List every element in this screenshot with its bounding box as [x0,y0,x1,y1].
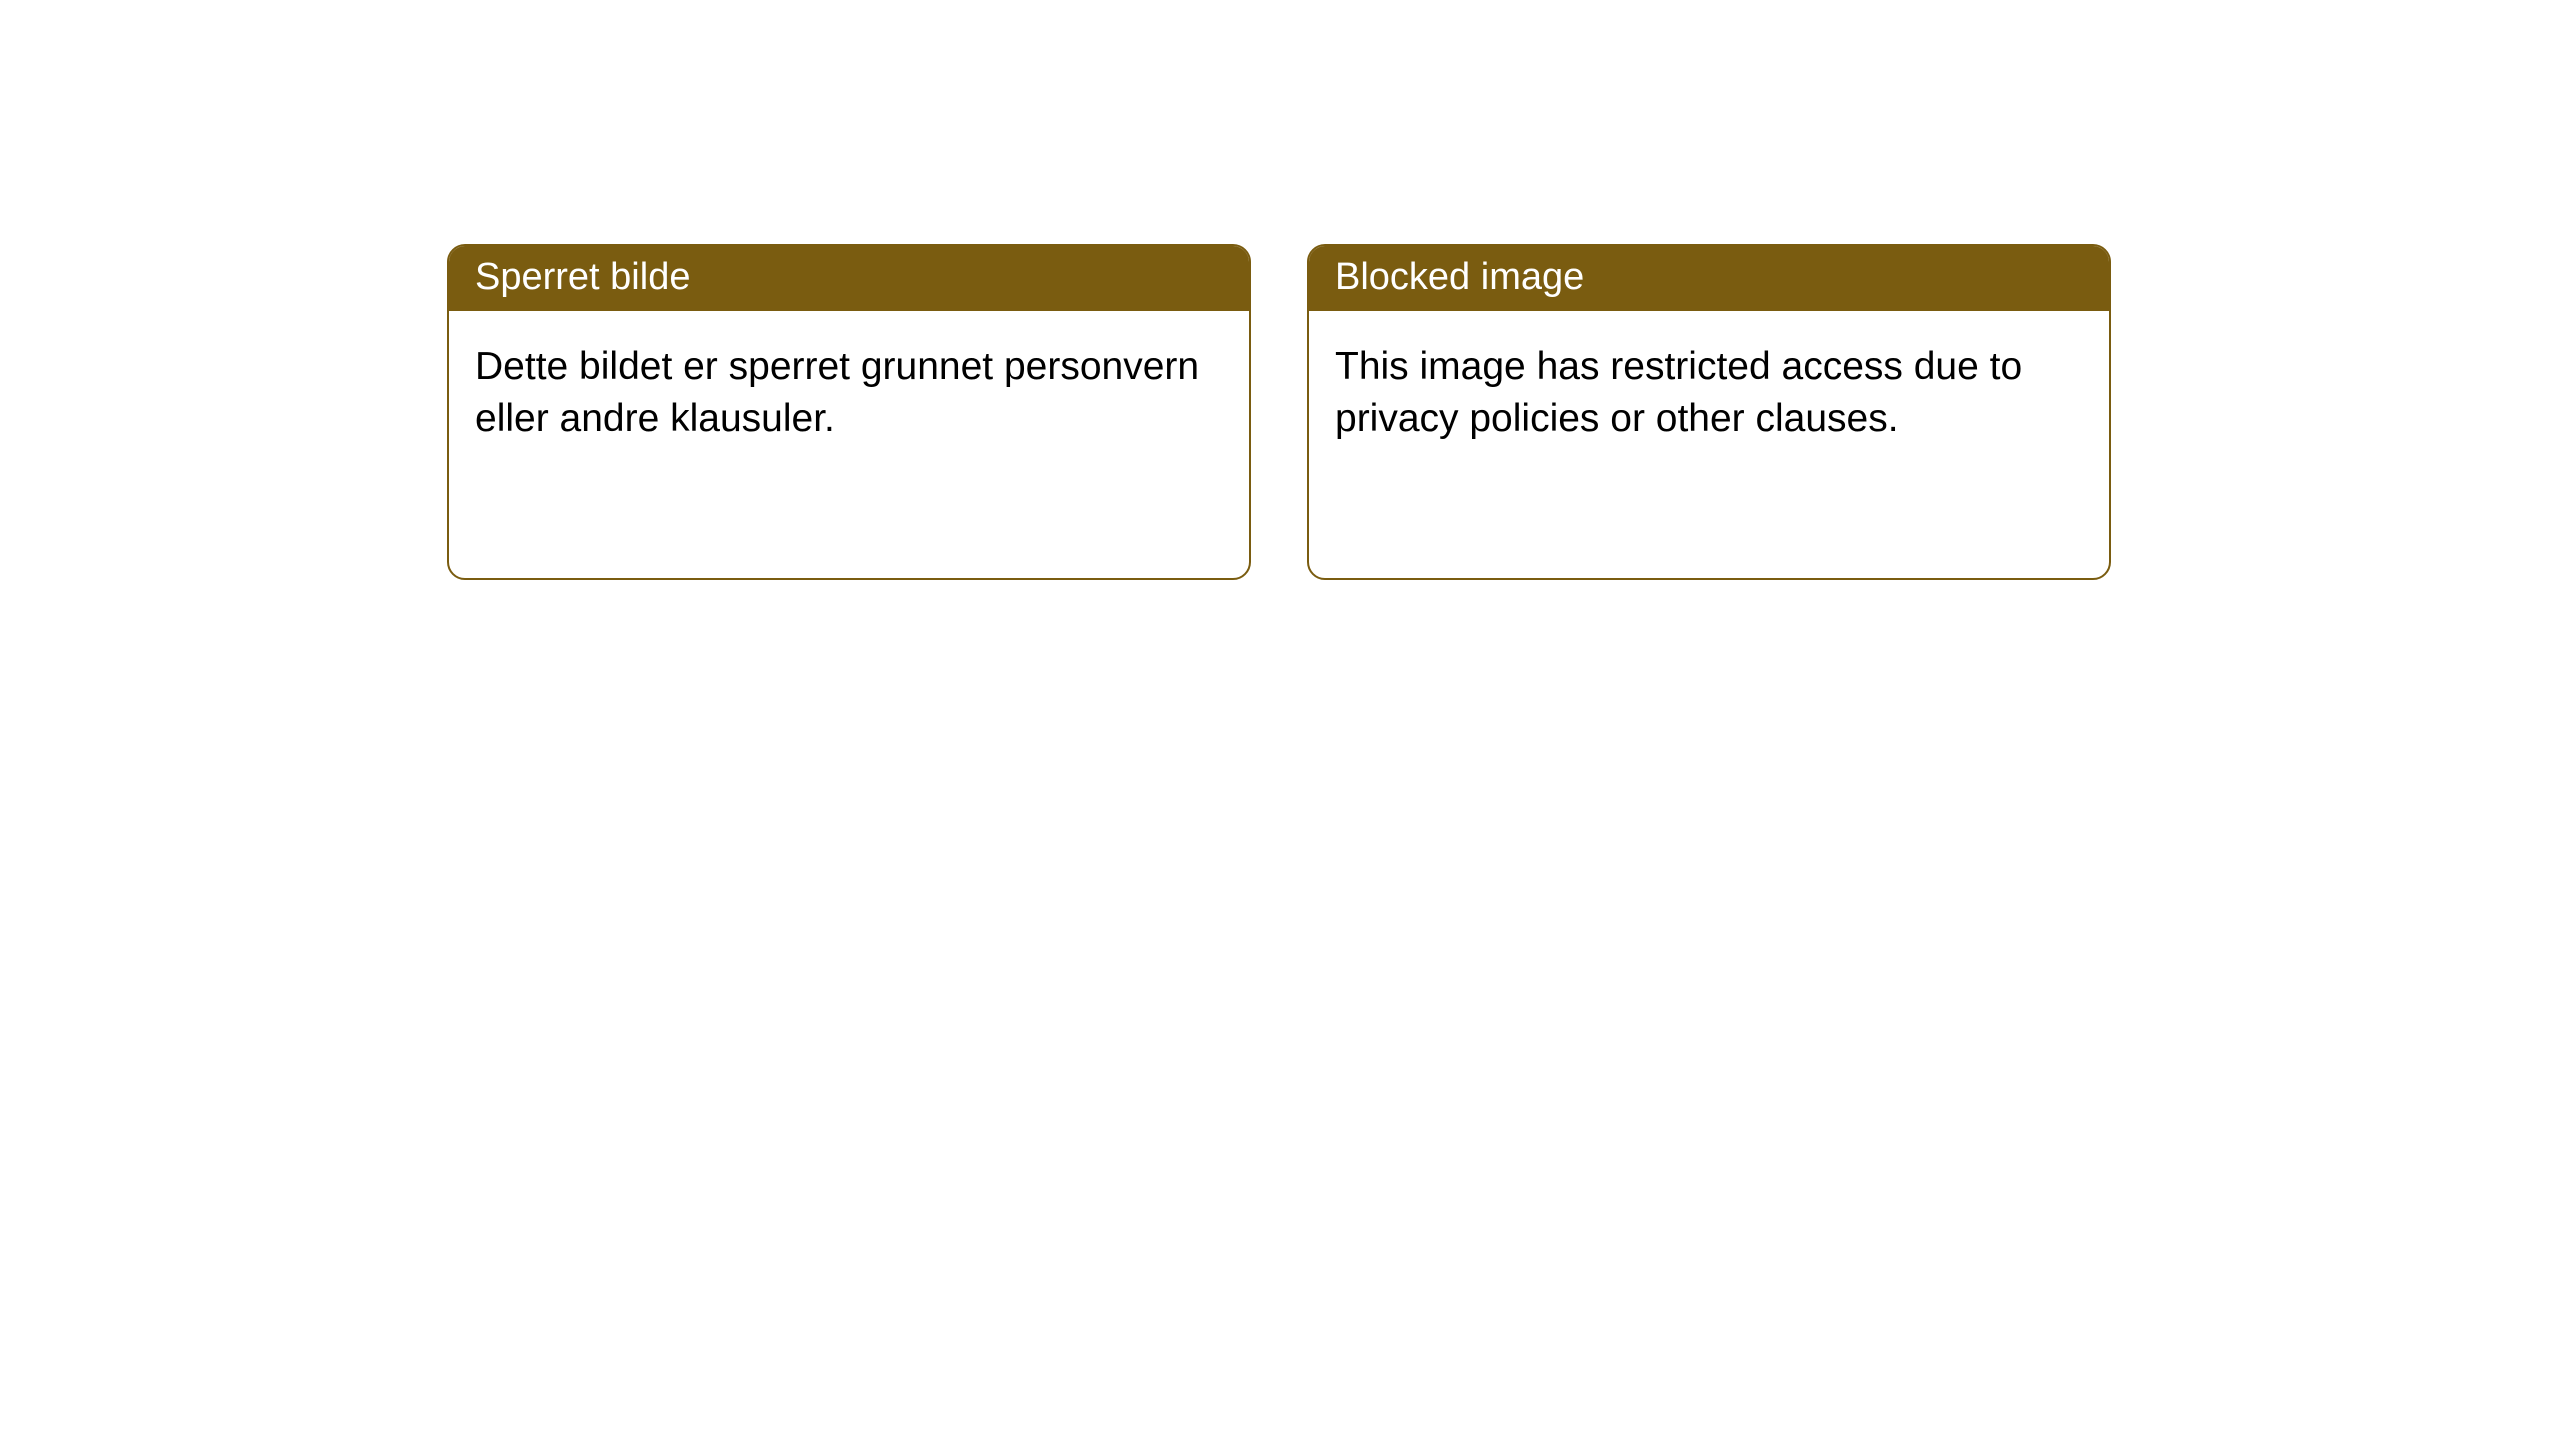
notice-header-norwegian: Sperret bilde [449,246,1249,311]
notice-body-norwegian: Dette bildet er sperret grunnet personve… [449,311,1249,475]
notice-card-norwegian: Sperret bilde Dette bildet er sperret gr… [447,244,1251,580]
notice-header-english: Blocked image [1309,246,2109,311]
notice-body-english: This image has restricted access due to … [1309,311,2109,475]
notice-card-english: Blocked image This image has restricted … [1307,244,2111,580]
notice-container: Sperret bilde Dette bildet er sperret gr… [447,244,2111,580]
